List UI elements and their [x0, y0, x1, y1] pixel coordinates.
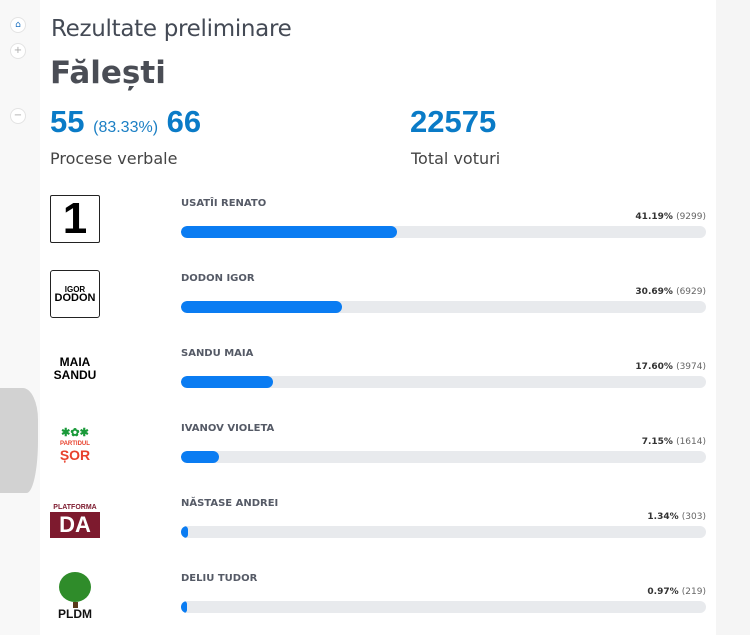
candidate-name: NĂSTASE ANDREI	[181, 498, 279, 509]
page-title: Rezultate preliminare	[51, 16, 292, 42]
district-name: Fălești	[50, 55, 166, 91]
progress-fill	[181, 376, 274, 388]
progress-bar	[181, 376, 706, 388]
candidate-result: 17.60% (3974)	[635, 362, 706, 372]
map-area[interactable]: ⌂ + −	[0, 0, 40, 635]
candidate-name: DELIU TUDOR	[181, 573, 258, 584]
progress-bar	[181, 451, 706, 463]
progress-fill	[181, 226, 398, 238]
logo-text: DODON	[54, 292, 96, 304]
progress-fill	[181, 451, 219, 463]
percent: 7.15%	[641, 437, 673, 447]
progress-bar	[181, 226, 706, 238]
candidate-row: ✱✿✱ PARTIDUL ȘOR IVANOV VIOLETA 7.15% (161…	[50, 420, 710, 480]
candidate-result: 1.34% (303)	[647, 512, 706, 522]
progress-fill	[181, 601, 188, 613]
candidate-logo: ✱✿✱ PARTIDUL ȘOR	[50, 420, 100, 468]
candidate-name: SANDU MAIA	[181, 348, 254, 359]
logo-text: PLDM	[58, 606, 92, 621]
votes: (6929)	[676, 287, 706, 297]
trunk	[72, 601, 78, 608]
candidate-logo: MAIA SANDU	[50, 345, 100, 393]
logo-text: ȘOR	[59, 446, 91, 463]
candidate-logo: IGOR DODON	[50, 270, 100, 318]
candidate-name: IVANOV VIOLETA	[181, 423, 275, 434]
total-pv: 66	[166, 104, 202, 139]
candidate-logo: 1	[50, 194, 100, 243]
processed-percent: (83.33%)	[93, 119, 159, 136]
votes: (219)	[681, 587, 706, 597]
percent: 1.34%	[647, 512, 679, 522]
progress-bar	[181, 526, 706, 538]
candidate-row: PLDM DELIU TUDOR 0.97% (219)	[50, 570, 710, 630]
candidate-result: 0.97% (219)	[647, 587, 706, 597]
processed-stat: 55 (83.33%) 66	[50, 104, 201, 140]
candidate-result: 41.19% (9299)	[635, 212, 706, 222]
percent: 41.19%	[635, 212, 673, 222]
votes: (3974)	[676, 362, 706, 372]
logo-text: PLATFORMA	[53, 504, 97, 511]
processed-count: 55	[50, 104, 85, 139]
zoom-in-icon[interactable]: +	[10, 43, 26, 59]
logo-text: PARTIDUL	[60, 440, 90, 447]
candidate-row: PLATFORMA DA NĂSTASE ANDREI 1.34% (303)	[50, 495, 710, 555]
votes-label: Total voturi	[411, 149, 501, 168]
progress-bar	[181, 601, 706, 613]
percent: 0.97%	[647, 587, 679, 597]
logo-text: IGOR	[64, 285, 86, 294]
logo-text: DA	[50, 512, 100, 538]
ornament-icon: ✱✿✱	[61, 426, 89, 439]
tree-icon	[59, 571, 91, 602]
candidate-row: MAIA SANDU SANDU MAIA 17.60% (3974)	[50, 345, 710, 405]
candidate-row: 1 USATÎI RENATO 41.19% (9299)	[50, 194, 710, 255]
progress-fill	[181, 526, 189, 538]
progress-bar	[181, 301, 706, 313]
right-panel	[716, 0, 750, 635]
candidate-result: 30.69% (6929)	[635, 287, 706, 297]
candidate-name: USATÎI RENATO	[181, 198, 267, 209]
candidate-logo: PLDM	[50, 568, 100, 624]
votes: (303)	[681, 512, 706, 522]
total-votes: 22575	[410, 104, 497, 139]
map-region-shape	[0, 388, 38, 493]
progress-fill	[181, 301, 343, 313]
logo-text: MAIA	[59, 355, 91, 369]
percent: 17.60%	[635, 362, 673, 372]
candidate-result: 7.15% (1614)	[642, 437, 706, 447]
votes: (9299)	[676, 212, 706, 222]
candidate-logo: PLATFORMA DA	[50, 495, 100, 543]
candidate-name: DODON IGOR	[181, 273, 255, 284]
logo-text: SANDU	[53, 368, 97, 382]
home-icon[interactable]: ⌂	[10, 17, 26, 33]
zoom-out-icon[interactable]: −	[10, 108, 26, 124]
percent: 30.69%	[635, 287, 673, 297]
candidate-row: IGOR DODON DODON IGOR 30.69% (6929)	[50, 270, 710, 330]
votes: (1614)	[676, 437, 706, 447]
pv-label: Procese verbale	[50, 149, 178, 168]
